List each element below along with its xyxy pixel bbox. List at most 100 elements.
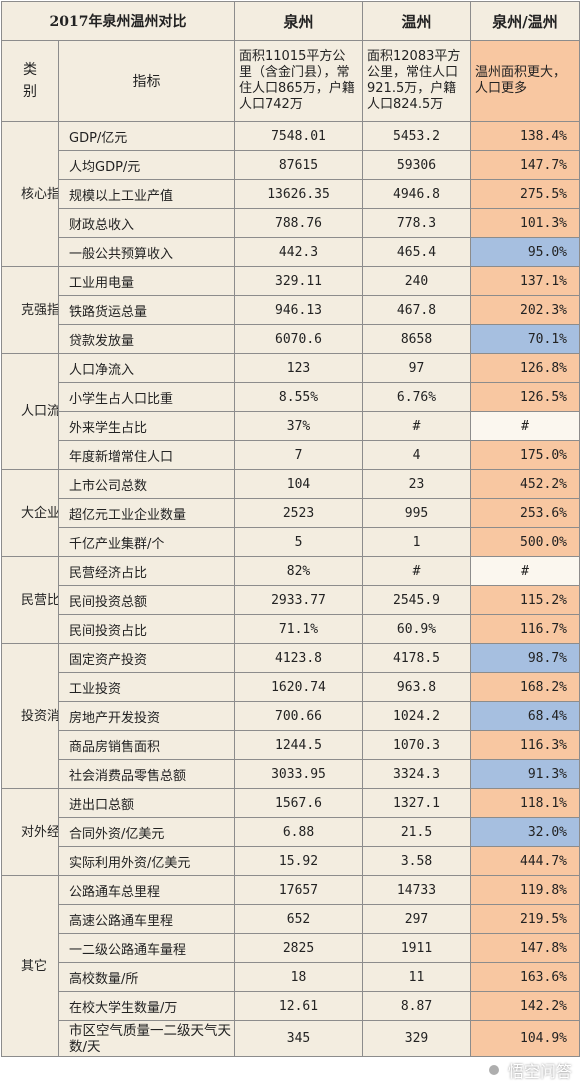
wenzhou-value: 1070.3 [362,730,471,760]
quanzhou-description: 面积11015平方公里（含金门县），常住人口865万，户籍人口742万 [234,40,363,122]
table-title: 2017年泉州温州对比 [1,1,235,41]
quanzhou-value: 13626.35 [234,179,363,209]
wenzhou-value: 297 [362,904,471,934]
quanzhou-value: 87615 [234,150,363,180]
wenzhou-value: 3.58 [362,846,471,876]
table-row: 社会消费品零售总额 3033.95 3324.3 91.3% [2,759,580,789]
ratio-value: 115.2% [470,585,580,615]
quanzhou-value: 2825 [234,933,363,963]
table-row: 超亿元工业企业数量 2523 995 253.6% [2,498,580,528]
quanzhou-value: 104 [234,469,363,499]
category-cell: 人口流入 [1,353,59,470]
category-label: 投资消费 [21,708,58,724]
quanzhou-value: 123 [234,353,363,383]
category-label: 克强指数 [21,302,58,318]
wenzhou-value: 467.8 [362,295,471,325]
wenzhou-value: 21.5 [362,817,471,847]
indicator-cell: 实际利用外资/亿美元 [58,846,235,876]
indicator-cell: 人均GDP/元 [58,150,235,180]
table-row: 一般公共预算收入 442.3 465.4 95.0% [2,237,580,267]
table-row: 民营比重民营经济占比82%## [1,556,580,644]
indicator-cell: 民间投资总额 [58,585,235,615]
ratio-value: # [470,411,580,441]
table-row: 一二级公路通车量程 2825 1911 147.8% [2,933,580,963]
table-row: 高速公路通车里程 652 297 219.5% [2,904,580,934]
ratio-value: 219.5% [470,904,580,934]
table-row: 合同外资/亿美元 6.88 21.5 32.0% [2,817,580,847]
table-row: 民间投资占比 71.1% 60.9% 116.7% [2,614,580,644]
quanzhou-value: 18 [234,962,363,992]
ratio-value: 98.7% [470,643,580,673]
category-cell: 大企业 [1,469,59,557]
indicator-cell: 工业投资 [58,672,235,702]
ratio-value: 118.1% [470,788,580,818]
ratio-value: 119.8% [470,875,580,905]
table-row: 民间投资总额 2933.77 2545.9 115.2% [2,585,580,615]
wenzhou-value: 240 [362,266,471,296]
wenzhou-value: 4178.5 [362,643,471,673]
indicator-cell: 商品房销售面积 [58,730,235,760]
wenzhou-value: 4 [362,440,471,470]
indicator-cell: 超亿元工业企业数量 [58,498,235,528]
ratio-value: 202.3% [470,295,580,325]
table-row: 实际利用外资/亿美元 15.92 3.58 444.7% [2,846,580,876]
wenzhou-value: 59306 [362,150,471,180]
wenzhou-value: 329 [362,1020,471,1057]
quanzhou-value: 788.76 [234,208,363,238]
indicator-cell: 千亿产业集群/个 [58,527,235,557]
category-cell: 克强指数 [1,266,59,354]
indicator-cell: 民营经济占比 [58,556,235,586]
col-header-quanzhou: 泉州 [234,1,363,41]
quanzhou-value: 3033.95 [234,759,363,789]
indicator-cell: 贷款发放量 [58,324,235,354]
category-label: 其它 [21,958,48,974]
wenzhou-value: 995 [362,498,471,528]
wenzhou-value: 4946.8 [362,179,471,209]
ratio-value: 147.7% [470,150,580,180]
ratio-value: 163.6% [470,962,580,992]
category-header: 类别 [1,40,59,122]
wenzhou-value: 97 [362,353,471,383]
category-cell: 其它 [1,875,59,1057]
indicator-cell: 合同外资/亿美元 [58,817,235,847]
indicator-cell: 固定资产投资 [58,643,235,673]
watermark: 悟空问答 [483,1058,572,1082]
wenzhou-value: 60.9% [362,614,471,644]
category-label: 民营比重 [21,592,58,608]
table-subheader-row: 类别 指标 面积11015平方公里（含金门县），常住人口865万，户籍人口742… [1,40,580,122]
table-row: 人均GDP/元 87615 59306 147.7% [2,150,580,180]
indicator-cell: 铁路货运总量 [58,295,235,325]
table-row: 铁路货运总量 946.13 467.8 202.3% [2,295,580,325]
ratio-value: 142.2% [470,991,580,1021]
indicator-header: 指标 [58,40,235,122]
wenzhou-value: 963.8 [362,672,471,702]
category-label: 人口流入 [21,404,58,419]
indicator-cell: 一般公共预算收入 [58,237,235,267]
quanzhou-value: 700.66 [234,701,363,731]
col-header-ratio: 泉州/温州 [470,1,580,41]
table-row: 大企业 上市公司总数 104 23 452.2% [1,469,580,557]
quanzhou-value: 37% [234,411,363,441]
table-row: 贷款发放量 6070.6 8658 70.1% [2,324,580,354]
ratio-value: # [470,556,580,586]
category-cell: 对外经济 [1,788,59,876]
table-row: 小学生占人口比重 8.55% 6.76% 126.5% [2,382,580,412]
ratio-value: 126.5% [470,382,580,412]
indicator-cell: 外来学生占比 [58,411,235,441]
wenzhou-value: # [362,411,471,441]
indicator-cell: 一二级公路通车量程 [58,933,235,963]
quanzhou-value: 1244.5 [234,730,363,760]
category-cell: 投资消费 [1,643,59,789]
indicator-cell: 在校大学生数量/万 [58,991,235,1021]
indicator-cell: 人口净流入 [58,353,235,383]
table-row: 年度新增常住人口 7 4 175.0% [2,440,580,470]
table-row: 财政总收入 788.76 778.3 101.3% [2,208,580,238]
ratio-value: 137.1% [470,266,580,296]
wenzhou-value: 6.76% [362,382,471,412]
indicator-cell: 房地产开发投资 [58,701,235,731]
quanzhou-value: 6.88 [234,817,363,847]
ratio-value: 104.9% [470,1020,580,1057]
